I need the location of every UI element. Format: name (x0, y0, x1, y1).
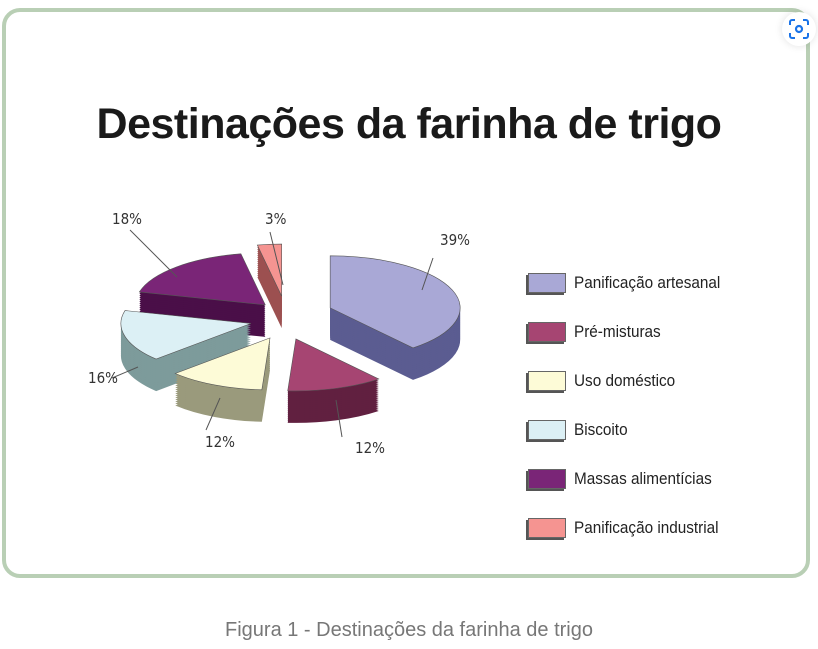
visual-search-icon[interactable] (782, 12, 816, 46)
legend-item: Panificação artesanal (528, 258, 737, 307)
legend-item: Biscoito (528, 405, 737, 454)
legend-item: Uso doméstico (528, 356, 737, 405)
legend-label: Panificação artesanal (574, 272, 721, 292)
legend-label: Biscoito (574, 419, 628, 439)
chart-title: Destinações da farinha de trigo (96, 100, 722, 148)
legend-swatch (528, 419, 566, 440)
data-label: 18% (112, 210, 142, 228)
legend-label: Pré-misturas (574, 321, 661, 341)
leader-line (421, 257, 434, 291)
leader-line (111, 366, 139, 379)
legend-item: Panificação industrial (528, 503, 737, 552)
data-label: 39% (440, 231, 470, 249)
slice-panificacao-artesanal (329, 255, 461, 349)
data-label: 12% (355, 439, 385, 457)
legend-swatch (528, 517, 566, 538)
data-label: 16% (88, 369, 118, 387)
slice-premisturas (287, 338, 380, 392)
legend-swatch (528, 272, 566, 293)
slice-uso-domestico (174, 337, 271, 391)
figure-caption: Figura 1 - Destinações da farinha de tri… (225, 619, 593, 641)
slice-biscoito (120, 310, 252, 360)
legend-item: Pré-misturas (528, 307, 737, 356)
leader-line (129, 229, 178, 278)
data-label: 3% (265, 210, 287, 228)
slice-massas-alimenticias (138, 253, 266, 306)
slice-panificacao-industrial (256, 243, 282, 297)
legend-swatch (528, 321, 566, 342)
legend-swatch (528, 370, 566, 391)
legend-label: Massas alimentícias (574, 468, 712, 488)
legend-swatch (528, 468, 566, 489)
leader-line (269, 231, 284, 286)
legend: Panificação artesanal Pré-misturas Uso dom… (528, 258, 737, 552)
data-label: 12% (205, 433, 235, 451)
legend-label: Uso doméstico (574, 370, 676, 390)
legend-label: Panificação industrial (574, 517, 719, 537)
legend-item: Massas alimentícias (528, 454, 737, 503)
leader-line (205, 397, 221, 431)
leader-line (335, 399, 343, 438)
